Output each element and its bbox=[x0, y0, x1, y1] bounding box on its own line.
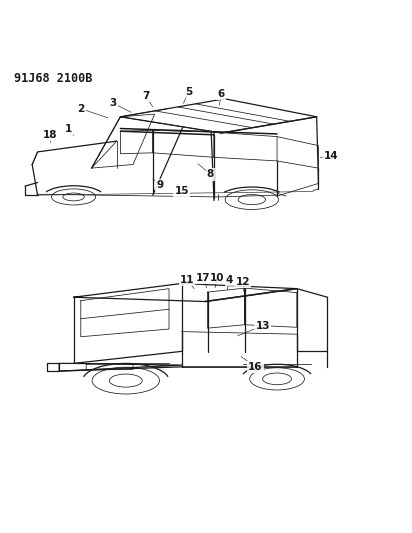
Text: 11: 11 bbox=[180, 275, 194, 285]
Text: 91J68 2100B: 91J68 2100B bbox=[14, 72, 92, 85]
Text: 8: 8 bbox=[207, 169, 214, 180]
Text: 17: 17 bbox=[196, 273, 211, 284]
Text: 7: 7 bbox=[142, 91, 149, 101]
Text: 12: 12 bbox=[236, 277, 250, 287]
Text: 4: 4 bbox=[226, 275, 233, 285]
Text: 10: 10 bbox=[210, 273, 224, 284]
Text: 18: 18 bbox=[43, 130, 57, 140]
Text: 15: 15 bbox=[174, 185, 189, 196]
Text: 13: 13 bbox=[255, 320, 270, 330]
Text: 6: 6 bbox=[218, 90, 225, 99]
Text: 16: 16 bbox=[248, 362, 263, 372]
Text: 3: 3 bbox=[110, 98, 117, 108]
Text: 2: 2 bbox=[77, 104, 84, 114]
Text: 5: 5 bbox=[185, 86, 192, 96]
Text: 1: 1 bbox=[65, 124, 72, 134]
Text: 9: 9 bbox=[157, 180, 164, 190]
Text: 14: 14 bbox=[324, 151, 338, 161]
